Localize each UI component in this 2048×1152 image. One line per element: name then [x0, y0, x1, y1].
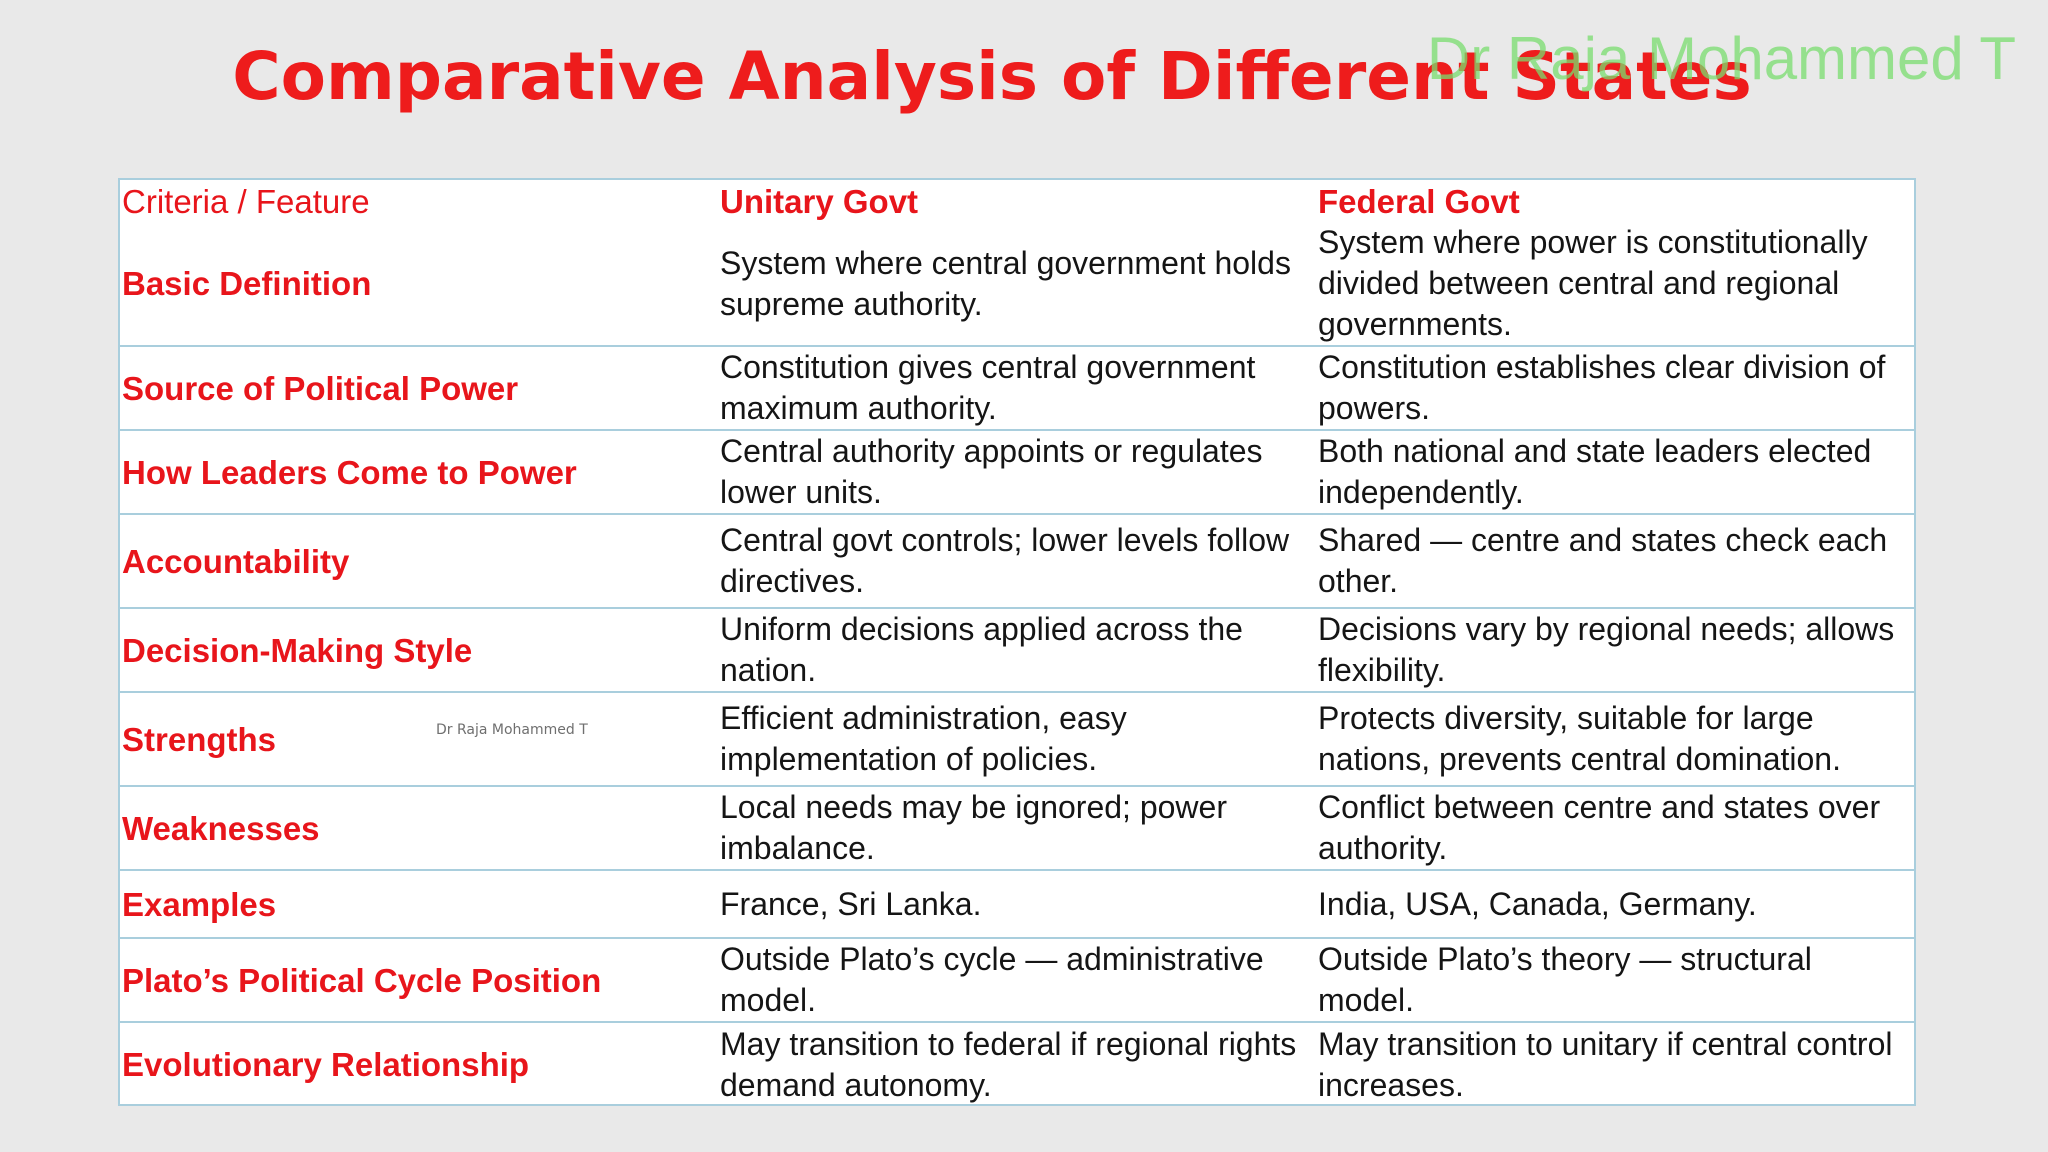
row-criteria: Plato’s Political Cycle Position: [120, 938, 718, 1023]
watermark-text: Dr Raja Mohammed T: [1426, 25, 2016, 92]
table-row: How Leaders Come to Power Central author…: [120, 430, 1916, 515]
row-unitary: May transition to federal if regional ri…: [720, 1025, 1297, 1103]
row-federal: Protects diversity, suitable for large n…: [1316, 692, 1916, 787]
row-criteria: Accountability: [120, 514, 718, 609]
row-criteria: Source of Political Power: [120, 346, 718, 431]
header-criteria: Criteria / Feature: [122, 182, 370, 220]
slide-title: Comparative Analysis of Different States: [232, 38, 1752, 115]
table-row: Decision-Making Style Uniform decisions …: [120, 608, 1916, 693]
row-unitary: Outside Plato’s cycle — administrative m…: [718, 938, 1316, 1023]
row-criteria: Decision-Making Style: [120, 608, 718, 693]
row-unitary: Uniform decisions applied across the nat…: [718, 608, 1316, 693]
table-row: Examples France, Sri Lanka. India, USA, …: [120, 870, 1916, 939]
row-federal: May transition to unitary if central con…: [1318, 1025, 1893, 1103]
row-unitary: Efficient administration, easy implement…: [718, 692, 1316, 787]
row-criteria: Basic Definition: [120, 222, 718, 347]
table-row: Basic Definition System where central go…: [120, 222, 1916, 347]
row-unitary: France, Sri Lanka.: [718, 870, 1316, 939]
header-row: Criteria / Feature Unitary Govt Federal …: [120, 180, 1916, 222]
row-federal: Constitution establishes clear division …: [1316, 346, 1916, 431]
table-row: Accountability Central govt controls; lo…: [120, 514, 1916, 609]
table-row: Plato’s Political Cycle Position Outside…: [120, 938, 1916, 1023]
row-criteria: Weaknesses: [120, 786, 718, 871]
comparison-table: Criteria / Feature Unitary Govt Federal …: [120, 180, 1916, 1106]
watermark-small-text: Dr Raja Mohammed T: [436, 722, 588, 738]
row-criteria: How Leaders Come to Power: [120, 430, 718, 515]
row-federal: Shared — centre and states check each ot…: [1316, 514, 1916, 609]
row-criteria: Evolutionary Relationship: [122, 1046, 530, 1083]
row-federal: Conflict between centre and states over …: [1316, 786, 1916, 871]
table-row: Weaknesses Local needs may be ignored; p…: [120, 786, 1916, 871]
row-federal: Decisions vary by regional needs; allows…: [1316, 608, 1916, 693]
header-federal: Federal Govt: [1318, 182, 1520, 220]
table-row: Strengths Efficient administration, easy…: [120, 692, 1916, 787]
row-unitary: Constitution gives central government ma…: [718, 346, 1316, 431]
header-unitary: Unitary Govt: [720, 182, 919, 220]
row-criteria: Strengths: [120, 692, 718, 787]
row-unitary: Central authority appoints or regulates …: [718, 430, 1316, 515]
row-criteria: Examples: [120, 870, 718, 939]
row-unitary: Central govt controls; lower levels foll…: [718, 514, 1316, 609]
row-unitary: System where central government holds su…: [718, 222, 1316, 347]
comparison-table-container: Criteria / Feature Unitary Govt Federal …: [118, 178, 1916, 1106]
row-federal: Outside Plato’s theory — structural mode…: [1316, 938, 1916, 1023]
table-row: Source of Political Power Constitution g…: [120, 346, 1916, 431]
row-unitary: Local needs may be ignored; power imbala…: [718, 786, 1316, 871]
row-federal: Both national and state leaders elected …: [1316, 430, 1916, 515]
table-row: Evolutionary Relationship May transition…: [120, 1022, 1916, 1106]
row-federal: India, USA, Canada, Germany.: [1316, 870, 1916, 939]
row-federal: System where power is constitutionally d…: [1316, 222, 1916, 347]
